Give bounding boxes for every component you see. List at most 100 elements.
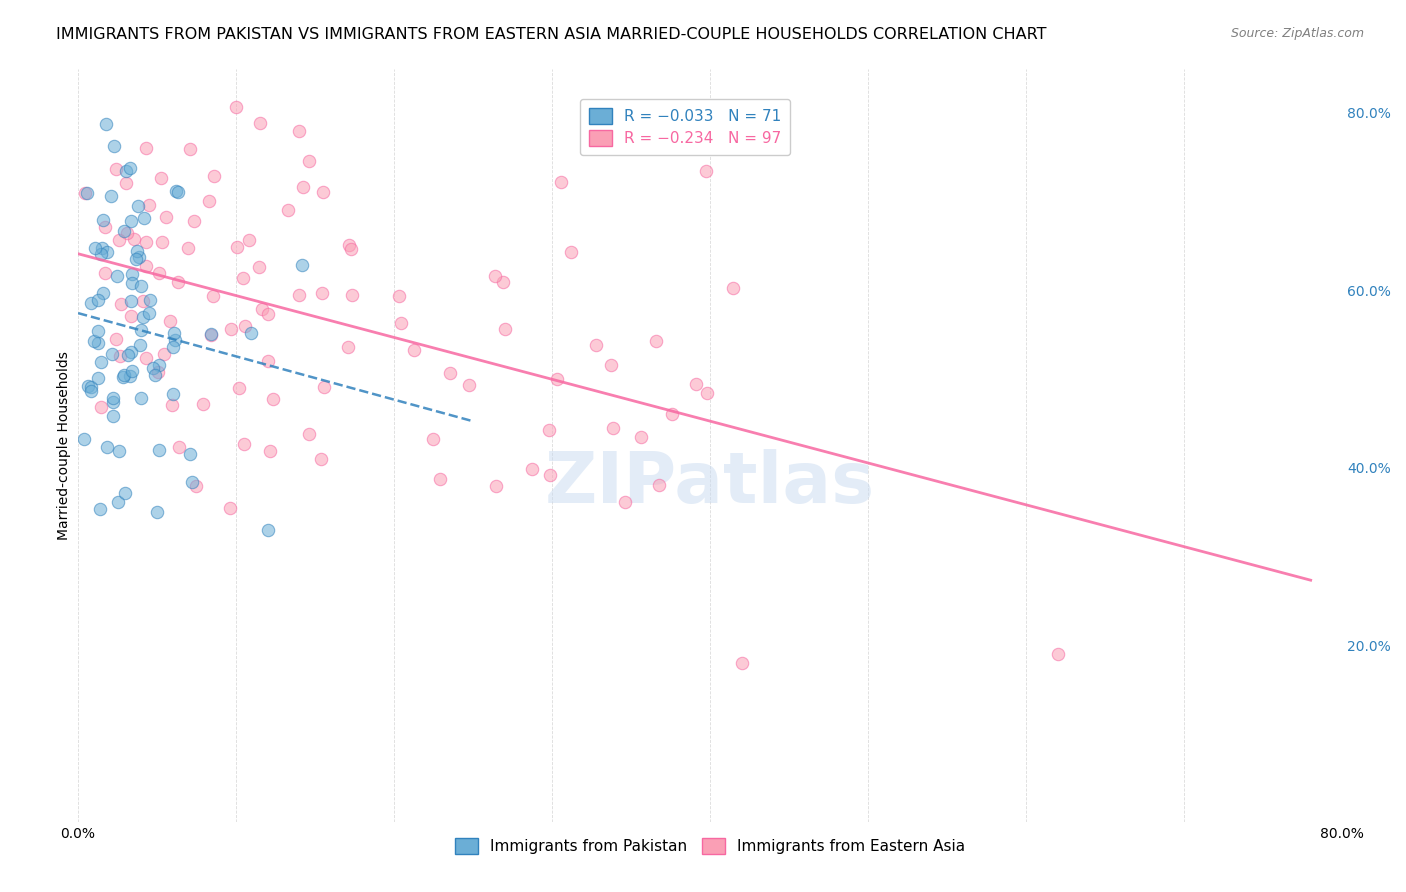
Point [259, 443, 281, 458]
Point [96, 441, 118, 455]
Point [80, 296, 103, 310]
Point [184, 479, 207, 493]
Point [77, 378, 100, 392]
Point [121, 276, 143, 290]
Point [135, 235, 157, 249]
Point [183, 214, 205, 228]
Point [193, 397, 215, 411]
Point [311, 285, 333, 300]
Point [159, 314, 181, 328]
Point [252, 302, 274, 317]
Point [457, 378, 479, 392]
Point [93, 220, 115, 235]
Text: IMMIGRANTS FROM PAKISTAN VS IMMIGRANTS FROM EASTERN ASIA MARRIED-COUPLE HOUSEHOL: IMMIGRANTS FROM PAKISTAN VS IMMIGRANTS F… [56, 27, 1046, 42]
Point [298, 154, 321, 169]
Point [520, 462, 543, 476]
Point [117, 227, 139, 241]
Point [118, 161, 141, 176]
Text: ZIPatlas: ZIPatlas [546, 449, 876, 517]
Point [73, 186, 96, 201]
Point [614, 495, 637, 509]
Point [201, 289, 224, 303]
Point [439, 366, 461, 380]
Point [336, 341, 359, 355]
Point [96, 244, 118, 259]
Point [121, 364, 143, 378]
Point [167, 276, 190, 290]
Point [143, 368, 166, 383]
Point [233, 319, 256, 334]
Point [179, 447, 201, 461]
Point [101, 394, 124, 409]
Point [112, 224, 135, 238]
Point [89, 502, 111, 516]
Point [314, 380, 336, 394]
Point [100, 189, 122, 203]
Point [256, 307, 278, 321]
Point [202, 169, 225, 183]
Point [111, 370, 134, 384]
Point [484, 269, 506, 284]
Point [731, 656, 754, 670]
Point [422, 433, 444, 447]
Point [298, 427, 321, 442]
Point [661, 407, 683, 421]
Point [129, 279, 152, 293]
Point [90, 247, 112, 261]
Point [127, 244, 149, 258]
Point [120, 293, 142, 308]
Point [389, 316, 412, 330]
Point [177, 241, 200, 255]
Point [162, 398, 184, 412]
Point [135, 260, 157, 274]
Point [101, 347, 124, 361]
Point [149, 171, 172, 186]
Point [550, 174, 572, 188]
Point [90, 400, 112, 414]
Point [165, 184, 187, 198]
Point [107, 444, 129, 458]
Point [120, 214, 142, 228]
Point [120, 310, 142, 324]
Point [165, 333, 187, 347]
Point [80, 379, 103, 393]
Point [291, 180, 314, 194]
Point [80, 384, 103, 398]
Point [340, 288, 363, 302]
Point [120, 345, 142, 359]
Text: Source: ZipAtlas.com: Source: ZipAtlas.com [1230, 27, 1364, 40]
Point [256, 523, 278, 537]
Point [112, 368, 135, 383]
Point [247, 260, 270, 274]
Point [84, 241, 107, 255]
Point [101, 409, 124, 423]
Point [695, 164, 717, 178]
Point [134, 211, 156, 226]
Point [167, 440, 190, 454]
Y-axis label: Married-couple Households: Married-couple Households [58, 351, 72, 540]
Point [648, 478, 671, 492]
Point [600, 358, 623, 372]
Point [87, 371, 110, 385]
Point [485, 479, 508, 493]
Point [538, 467, 561, 482]
Point [277, 203, 299, 218]
Point [120, 368, 142, 383]
Point [685, 377, 707, 392]
Point [166, 185, 188, 199]
Point [585, 338, 607, 352]
Point [128, 250, 150, 264]
Point [696, 386, 718, 401]
Point [107, 495, 129, 509]
Point [76, 186, 98, 201]
Point [108, 350, 131, 364]
Point [153, 347, 176, 361]
Point [256, 353, 278, 368]
Point [152, 235, 174, 249]
Point [645, 334, 668, 349]
Point [142, 360, 165, 375]
Point [96, 117, 118, 131]
Point [340, 242, 363, 256]
Point [115, 163, 138, 178]
Point [291, 258, 314, 272]
